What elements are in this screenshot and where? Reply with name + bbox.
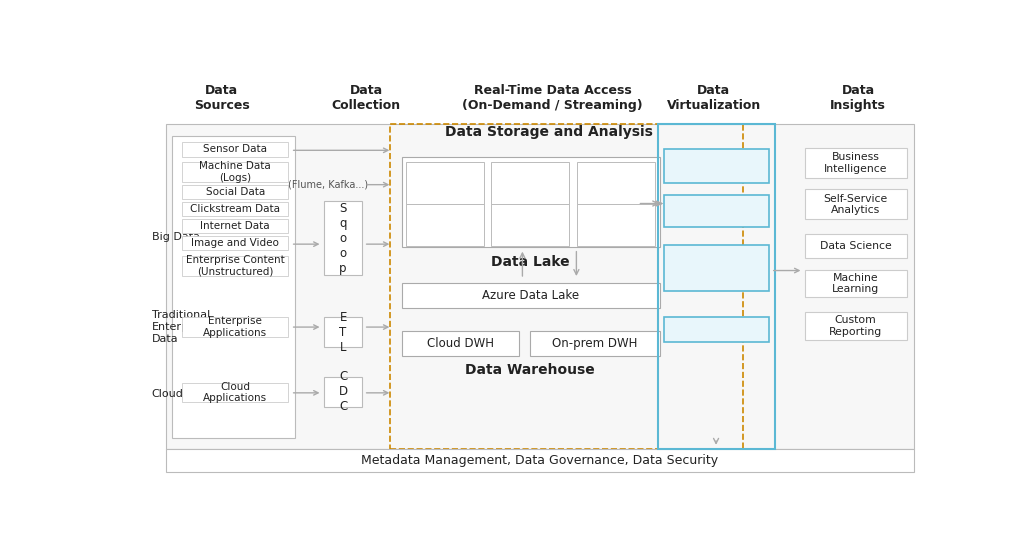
Text: Internet Data: Internet Data <box>201 221 270 231</box>
Bar <box>182 202 289 216</box>
Text: Data Lake: Data Lake <box>492 255 569 269</box>
Text: Machine
Learning: Machine Learning <box>833 273 880 294</box>
Text: NoSQL: NoSQL <box>511 219 550 232</box>
Text: DWH: DWH <box>516 176 545 189</box>
Bar <box>805 148 906 178</box>
Bar <box>182 219 289 233</box>
Bar <box>664 245 769 292</box>
Bar <box>182 383 289 403</box>
Bar <box>182 162 289 182</box>
Text: Enterprise Content
(Unstructured): Enterprise Content (Unstructured) <box>185 255 285 276</box>
Bar <box>401 283 659 308</box>
Bar <box>182 256 289 276</box>
Text: Data Warehouse: Data Warehouse <box>466 363 595 377</box>
Text: SQL: SQL <box>604 176 628 189</box>
Bar <box>406 205 483 246</box>
Bar <box>530 331 659 356</box>
Text: Big Data: Big Data <box>152 232 200 242</box>
Bar <box>166 124 913 449</box>
Bar <box>182 141 289 157</box>
Text: Streams: Streams <box>420 219 469 232</box>
Text: Enterprise
Applications: Enterprise Applications <box>203 316 267 338</box>
Bar <box>182 185 289 199</box>
Bar <box>492 162 569 203</box>
Bar <box>406 162 483 203</box>
Bar <box>182 236 289 250</box>
Text: Cloud: Cloud <box>152 389 183 399</box>
Text: (Flume, Kafka...): (Flume, Kafka...) <box>288 180 368 190</box>
Text: Data Storage and Analysis: Data Storage and Analysis <box>444 125 652 139</box>
Text: Data
Collection: Data Collection <box>332 84 400 112</box>
Text: Data
Virtualization: Data Virtualization <box>667 84 761 112</box>
Text: C
D
C: C D C <box>339 370 347 413</box>
Bar <box>664 195 769 226</box>
Bar <box>182 317 289 337</box>
Text: Clickstream Data: Clickstream Data <box>190 204 281 214</box>
Bar <box>390 124 743 449</box>
Text: Custom
Reporting: Custom Reporting <box>829 315 883 337</box>
Bar <box>166 449 913 472</box>
Text: Image and Video: Image and Video <box>191 238 280 248</box>
Bar <box>324 317 362 347</box>
Bar <box>805 270 906 297</box>
Text: Search: Search <box>596 219 636 232</box>
Bar <box>401 157 659 248</box>
Bar <box>658 124 775 449</box>
Bar <box>805 189 906 219</box>
Text: E
T
L: E T L <box>339 311 347 354</box>
Bar <box>664 317 769 342</box>
Text: Sensor Data: Sensor Data <box>203 145 267 154</box>
Text: Cloud
Applications: Cloud Applications <box>203 382 267 404</box>
Text: Business
Intelligence: Business Intelligence <box>824 152 888 174</box>
Bar <box>324 201 362 275</box>
Text: Metadata
Management: Metadata Management <box>681 200 753 221</box>
Text: S
q
o
o
p: S q o o p <box>339 202 347 275</box>
Text: Cloud DWH: Cloud DWH <box>427 337 494 350</box>
Bar <box>805 234 906 258</box>
Text: Traditional
Enterprise
Data: Traditional Enterprise Data <box>152 311 210 344</box>
Text: Machine Data
(Logs): Machine Data (Logs) <box>200 161 271 183</box>
Text: Data
Insights: Data Insights <box>830 84 886 112</box>
Text: Azure Data Lake: Azure Data Lake <box>482 289 580 302</box>
Text: Master and
Reference Data
Management: Master and Reference Data Management <box>674 252 759 285</box>
Bar <box>805 312 906 339</box>
Text: Data Management
catalog: Data Management catalog <box>666 155 767 177</box>
Text: Social Data: Social Data <box>206 187 265 197</box>
Text: Data Science: Data Science <box>820 241 892 251</box>
Bar <box>492 205 569 246</box>
Text: Data Virtualization: Data Virtualization <box>666 324 767 334</box>
Bar <box>578 205 655 246</box>
Bar <box>172 137 295 438</box>
Bar <box>324 376 362 407</box>
Bar <box>401 331 519 356</box>
Text: Real-Time Data Access
(On-Demand / Streaming): Real-Time Data Access (On-Demand / Strea… <box>462 84 643 112</box>
Text: Self-Service
Analytics: Self-Service Analytics <box>823 194 888 215</box>
Bar <box>578 162 655 203</box>
Text: Batch: Batch <box>428 176 462 189</box>
Text: On-prem DWH: On-prem DWH <box>552 337 638 350</box>
Text: Metadata Management, Data Governance, Data Security: Metadata Management, Data Governance, Da… <box>361 454 719 467</box>
Text: Data
Sources: Data Sources <box>194 84 250 112</box>
Bar <box>664 149 769 183</box>
